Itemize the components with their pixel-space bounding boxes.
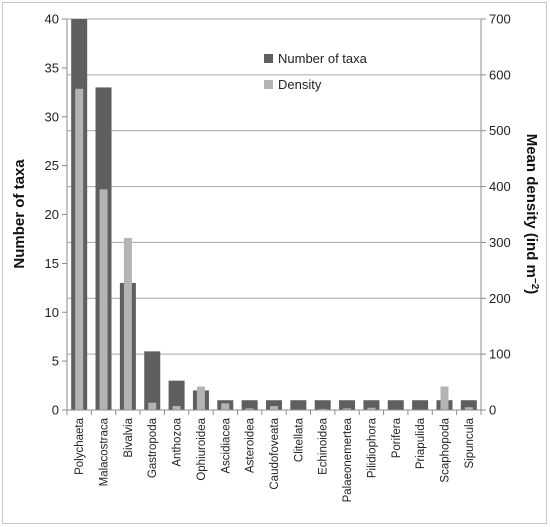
bar-number-of-taxa — [412, 400, 429, 410]
bars — [71, 19, 477, 411]
bar-number-of-taxa — [144, 351, 161, 410]
right-axis-title-close: ) — [523, 289, 540, 294]
left-tick-label: 10 — [45, 305, 59, 320]
right-tick-label: 300 — [489, 235, 511, 250]
legend-swatch-number-of-taxa — [264, 54, 273, 63]
right-tick-label: 600 — [489, 67, 511, 82]
legend-swatch-density — [264, 80, 273, 89]
category-label: Priapulida — [415, 417, 427, 469]
right-axis-title: Mean density (ind m−2) — [523, 134, 540, 295]
category-label: Sipuncula — [464, 417, 476, 468]
category-label: Echinoidea — [318, 417, 330, 475]
bar-density — [148, 402, 157, 410]
bar-density — [245, 408, 254, 410]
category-label: Bivalvia — [123, 417, 135, 457]
category-label: Scaphopoda — [439, 417, 451, 482]
bar-number-of-taxa — [339, 400, 356, 410]
right-tick-label: 700 — [489, 12, 511, 27]
left-tick-label: 35 — [45, 60, 59, 75]
bar-number-of-taxa — [290, 400, 307, 410]
right-tick-label: 400 — [489, 179, 511, 194]
bar-density — [440, 386, 449, 410]
bar-number-of-taxa — [314, 400, 331, 410]
right-tick-label: 200 — [489, 291, 511, 306]
bar-density — [343, 408, 352, 410]
right-tick-label: 100 — [489, 347, 511, 362]
bar-density — [172, 406, 181, 410]
bar-density — [75, 88, 84, 411]
category-label: Porifera — [391, 417, 403, 458]
bar-density — [196, 386, 205, 410]
category-label: Asteroidea — [245, 417, 257, 473]
bar-number-of-taxa — [387, 400, 404, 410]
bar-density — [99, 189, 108, 410]
left-tick-label: 20 — [45, 207, 59, 222]
left-tick-label: 0 — [52, 403, 59, 418]
left-tick-label: 40 — [45, 12, 59, 27]
bar-number-of-taxa — [241, 400, 258, 410]
category-label: Pilidiophora — [366, 417, 378, 478]
bar-number-of-taxa — [460, 400, 477, 410]
bar-density — [318, 408, 327, 410]
bar-density — [270, 406, 278, 410]
left-tick-label: 30 — [45, 109, 59, 124]
bar-number-of-taxa — [168, 380, 185, 410]
left-tick-label: 5 — [52, 354, 59, 369]
right-tick-label: 0 — [489, 403, 496, 418]
grid-lines — [67, 18, 481, 355]
category-label: Clitellata — [293, 417, 305, 462]
category-label: Ophiuroidea — [196, 417, 208, 480]
right-axis-title-main: Mean density (ind m — [523, 134, 540, 278]
category-label: Malacostraca — [99, 417, 111, 486]
left-tick-label: 25 — [45, 158, 59, 173]
category-labels: Polychaeta Malacostraca Bivalvia Gastropoda… — [66, 410, 482, 502]
bar-number-of-taxa — [363, 400, 380, 410]
category-label: Ascidiacea — [220, 417, 232, 473]
bar-density — [367, 407, 376, 410]
right-tick-label: 500 — [489, 123, 511, 138]
category-label: Anthozoa — [172, 417, 184, 466]
left-tick-label: 15 — [45, 256, 59, 271]
category-label: Polychaeta — [74, 417, 86, 475]
bar-density — [123, 237, 132, 410]
legend: Number of taxa Density — [264, 51, 368, 92]
left-axis-title: Number of taxa — [11, 159, 28, 269]
right-axis-title-superscript: −2 — [529, 278, 540, 290]
left-axis-tick-labels: 0 5 10 15 20 25 30 35 40 — [45, 12, 67, 418]
right-axis-tick-labels: 0 100 200 300 400 500 600 700 — [481, 12, 511, 418]
category-label: Palaeonemertea — [342, 417, 354, 502]
bar-number-of-taxa — [266, 400, 282, 410]
bar-density — [464, 407, 473, 410]
bar-density — [221, 403, 230, 410]
legend-label-number-of-taxa: Number of taxa — [278, 51, 368, 66]
category-label: Gastropoda — [147, 417, 159, 478]
category-label: Caudofoveata — [269, 417, 281, 489]
legend-label-density: Density — [278, 77, 322, 92]
